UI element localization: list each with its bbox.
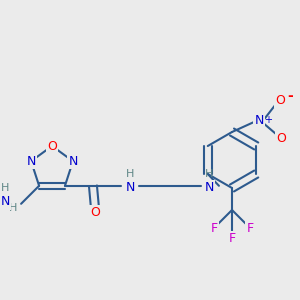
Text: H: H	[126, 169, 134, 179]
Text: H: H	[1, 183, 9, 193]
Text: N: N	[204, 181, 214, 194]
Text: N: N	[26, 155, 36, 168]
Text: F: F	[210, 223, 218, 236]
Text: O: O	[276, 131, 286, 145]
Text: N: N	[125, 181, 135, 194]
Text: N: N	[68, 155, 78, 168]
Text: H: H	[205, 169, 213, 179]
Text: F: F	[228, 232, 236, 245]
Text: O: O	[47, 140, 57, 152]
Text: H: H	[9, 203, 17, 213]
Text: O: O	[275, 94, 285, 106]
Text: N: N	[0, 195, 10, 208]
Text: O: O	[90, 206, 100, 219]
Text: N: N	[254, 113, 264, 127]
Text: -: -	[287, 89, 293, 103]
Text: +: +	[264, 115, 272, 125]
Text: F: F	[246, 223, 254, 236]
